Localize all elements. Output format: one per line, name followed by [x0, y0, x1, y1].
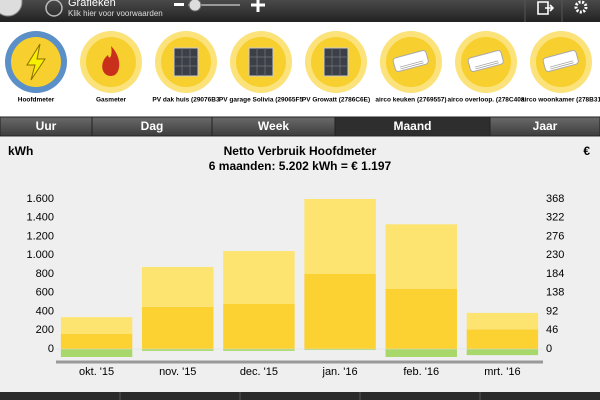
bolt-icon — [26, 43, 46, 81]
chart-subtitle: 6 maanden: 5.202 kWh = € 1.197 — [209, 159, 392, 173]
bar — [304, 198, 376, 274]
y-tick-label: 1.000 — [26, 249, 54, 261]
device-label[interactable]: Hoofdmeter — [18, 97, 55, 104]
bar — [223, 349, 295, 351]
device[interactable]: PV dak huis (29076B3 — [152, 31, 220, 104]
y-tick-label: 200 — [36, 324, 54, 336]
bar — [60, 334, 133, 350]
device-label[interactable]: airco keuken (2769557) — [375, 97, 446, 104]
bar — [304, 349, 376, 350]
pv-grid — [249, 48, 273, 76]
bar — [142, 306, 214, 350]
bar — [223, 304, 295, 350]
bar — [60, 349, 133, 357]
x-tick-label: okt. '15 — [79, 366, 114, 378]
y2-tick-label: 0 — [546, 343, 552, 355]
bar — [466, 349, 539, 356]
y-tick-label: 800 — [36, 268, 54, 280]
bar — [60, 317, 133, 335]
device-label[interactable]: PV Growatt (2786C6E) — [302, 97, 370, 104]
pv-icon — [323, 47, 349, 77]
y-tick-label: 1.600 — [26, 193, 54, 205]
tab-label[interactable]: Maand — [393, 119, 431, 133]
y2-tick-label: 184 — [546, 268, 564, 280]
device-label[interactable]: Gasmeter — [96, 97, 126, 104]
y2-tick-label: 92 — [546, 305, 558, 317]
app-title[interactable]: Grafieken — [68, 0, 116, 9]
pv-icon — [248, 47, 274, 77]
y2-tick-label: 46 — [546, 324, 558, 336]
x-tick-label: feb. '16 — [403, 366, 439, 378]
y-tick-label: 1.200 — [26, 230, 54, 242]
logo[interactable] — [0, 0, 23, 17]
bar — [385, 289, 457, 350]
x-tick-label: mrt. '16 — [484, 366, 520, 378]
device-label[interactable]: airco overloop. (278C408 — [448, 97, 525, 104]
flame-icon — [102, 46, 120, 76]
pv-grid — [174, 48, 198, 76]
bar — [142, 266, 214, 307]
settings-button[interactable] — [574, 0, 588, 14]
device[interactable]: airco overloop. (278C408 — [448, 31, 525, 104]
bar — [142, 349, 214, 351]
pv-icon — [173, 47, 199, 77]
device-label[interactable]: airco woonkamer (278B31 — [521, 97, 600, 104]
device[interactable]: PV garage Solivia (29065F5 — [219, 31, 304, 104]
y-tick-label: 400 — [36, 305, 54, 317]
tab-label[interactable]: Dag — [141, 119, 164, 133]
y2-tick-label: 322 — [546, 212, 564, 224]
zoom-in[interactable] — [251, 0, 265, 12]
device-label[interactable]: PV dak huis (29076B3 — [152, 97, 220, 104]
y2-tick-label: 138 — [546, 287, 564, 299]
slider-track[interactable] — [188, 4, 240, 6]
x-tick-label: jan. '16 — [322, 366, 358, 378]
slider-knob[interactable] — [188, 0, 202, 12]
zoom-out[interactable] — [174, 3, 184, 6]
device[interactable]: airco woonkamer (278B31 — [521, 31, 600, 104]
y-tick-label: 0 — [48, 343, 54, 355]
bar — [385, 224, 457, 290]
y-tick-label: 600 — [36, 287, 54, 299]
tab-label[interactable]: Week — [258, 119, 289, 133]
y2-tick-label: 230 — [546, 249, 564, 261]
airco-slats — [549, 60, 574, 70]
bar — [466, 312, 539, 330]
bar — [385, 349, 457, 357]
device-label[interactable]: PV garage Solivia (29065F5 — [219, 97, 304, 104]
y2-axis-label: € — [583, 144, 590, 158]
export-button[interactable] — [537, 1, 555, 15]
device[interactable]: Hoofdmeter — [5, 31, 67, 104]
top-bar — [0, 0, 600, 22]
app-icon — [45, 0, 63, 17]
tab-label[interactable]: Uur — [36, 119, 57, 133]
x-tick-label: dec. '15 — [240, 366, 278, 378]
y2-tick-label: 368 — [546, 193, 564, 205]
device[interactable]: airco keuken (2769557) — [375, 31, 447, 104]
tab-label[interactable]: Jaar — [533, 119, 558, 133]
chart-title: Netto Verbruik Hoofdmeter — [224, 144, 377, 158]
bar — [304, 274, 376, 350]
terms-link[interactable]: Klik hier voor voorwaarden — [68, 9, 163, 18]
device[interactable]: Gasmeter — [80, 31, 142, 104]
pv-grid — [324, 48, 348, 76]
bottom-bar — [0, 392, 600, 400]
airco-slats — [399, 60, 424, 70]
bar — [466, 329, 539, 350]
y2-tick-label: 276 — [546, 230, 564, 242]
y-tick-label: 1.400 — [26, 212, 54, 224]
bottom-separators — [119, 392, 481, 400]
device[interactable]: PV Growatt (2786C6E) — [302, 31, 370, 104]
airco-slats — [474, 60, 499, 70]
y-axis-label: kWh — [8, 144, 33, 158]
x-tick-label: nov. '15 — [159, 366, 196, 378]
bar — [223, 251, 295, 305]
tab[interactable] — [489, 116, 600, 137]
